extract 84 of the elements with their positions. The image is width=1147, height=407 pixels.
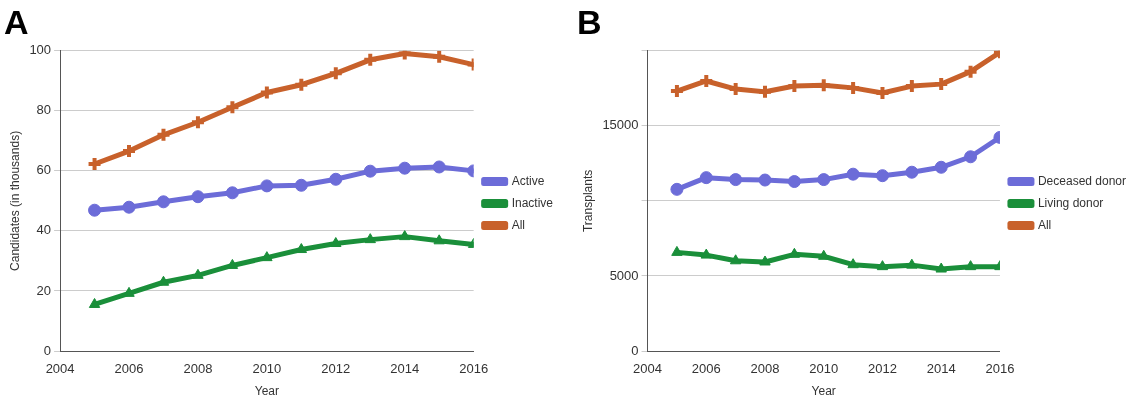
x-tick-label: 2006 [114,361,144,377]
x-tick-label: 2014 [926,361,956,377]
y-axis-title: Candidates (in thousands) [7,130,22,271]
point [906,258,918,269]
point [432,160,446,174]
y-tick-label: 100 [29,42,52,58]
point [363,164,377,178]
point [293,76,310,93]
point [670,182,684,196]
point [935,262,947,273]
point [122,200,136,214]
point [225,186,239,200]
point [192,268,204,279]
point [330,237,342,248]
point [398,161,412,175]
x-tick-label: 2010 [809,361,839,377]
point [729,173,743,187]
x-tick-label: 2004 [633,361,663,377]
point [699,171,713,185]
point [295,243,308,254]
point [700,248,712,259]
point [362,51,379,68]
point [787,175,801,189]
point [399,230,411,241]
legend-label: All [1037,217,1052,232]
y-tick-label: 60 [36,162,52,178]
legend-label: Active [511,173,545,188]
point [156,195,170,209]
point [964,150,978,164]
chart-title: A [4,2,29,41]
point [258,84,275,101]
point [327,65,344,82]
point [224,99,241,116]
legend-label: Inactive [511,195,554,210]
y-tick-label: 40 [36,222,52,238]
y-tick-label: 0 [43,342,52,358]
x-tick-label: 2014 [390,361,420,377]
legend-label: All [511,217,525,232]
point [329,172,343,186]
point [964,260,977,271]
y-tick-label: 5000 [609,267,639,283]
point [671,245,683,256]
point [88,297,101,308]
point [191,190,205,204]
x-tick-label: 2010 [252,361,282,377]
x-axis-title: Year [254,384,279,399]
point [759,255,771,266]
point [88,203,102,217]
x-tick-label: 2008 [183,361,213,377]
x-tick-label: 2012 [868,361,897,377]
legend-label: Deceased donor [1037,173,1126,188]
point [396,50,413,62]
point [294,178,308,192]
point [758,173,772,187]
y-tick-label: 20 [36,282,52,298]
point [905,165,919,179]
point [729,254,742,265]
point [876,260,889,271]
x-tick-label: 2008 [750,361,780,377]
y-tick-label: 15000 [602,117,639,133]
chart-title: B [577,2,602,41]
point [875,169,889,183]
point [934,160,948,174]
point [817,173,831,187]
legend-label: Living donor [1037,195,1104,210]
point [846,167,860,181]
y-tick-label: 80 [36,102,52,118]
x-tick-label: 2004 [45,361,75,377]
point [261,251,273,262]
point [155,126,172,143]
x-tick-label: 2016 [985,361,1015,377]
x-tick-label: 2016 [459,361,489,377]
y-tick-label: 0 [631,342,639,358]
point [364,233,376,244]
x-tick-label: 2006 [691,361,721,377]
x-tick-label: 2012 [321,361,351,377]
point [962,63,979,80]
point [431,50,448,65]
y-axis-title: Transplants [580,169,595,233]
point [189,114,206,131]
point [847,258,859,269]
point [260,179,274,193]
point [433,234,445,245]
x-axis-title: Year [811,384,836,399]
